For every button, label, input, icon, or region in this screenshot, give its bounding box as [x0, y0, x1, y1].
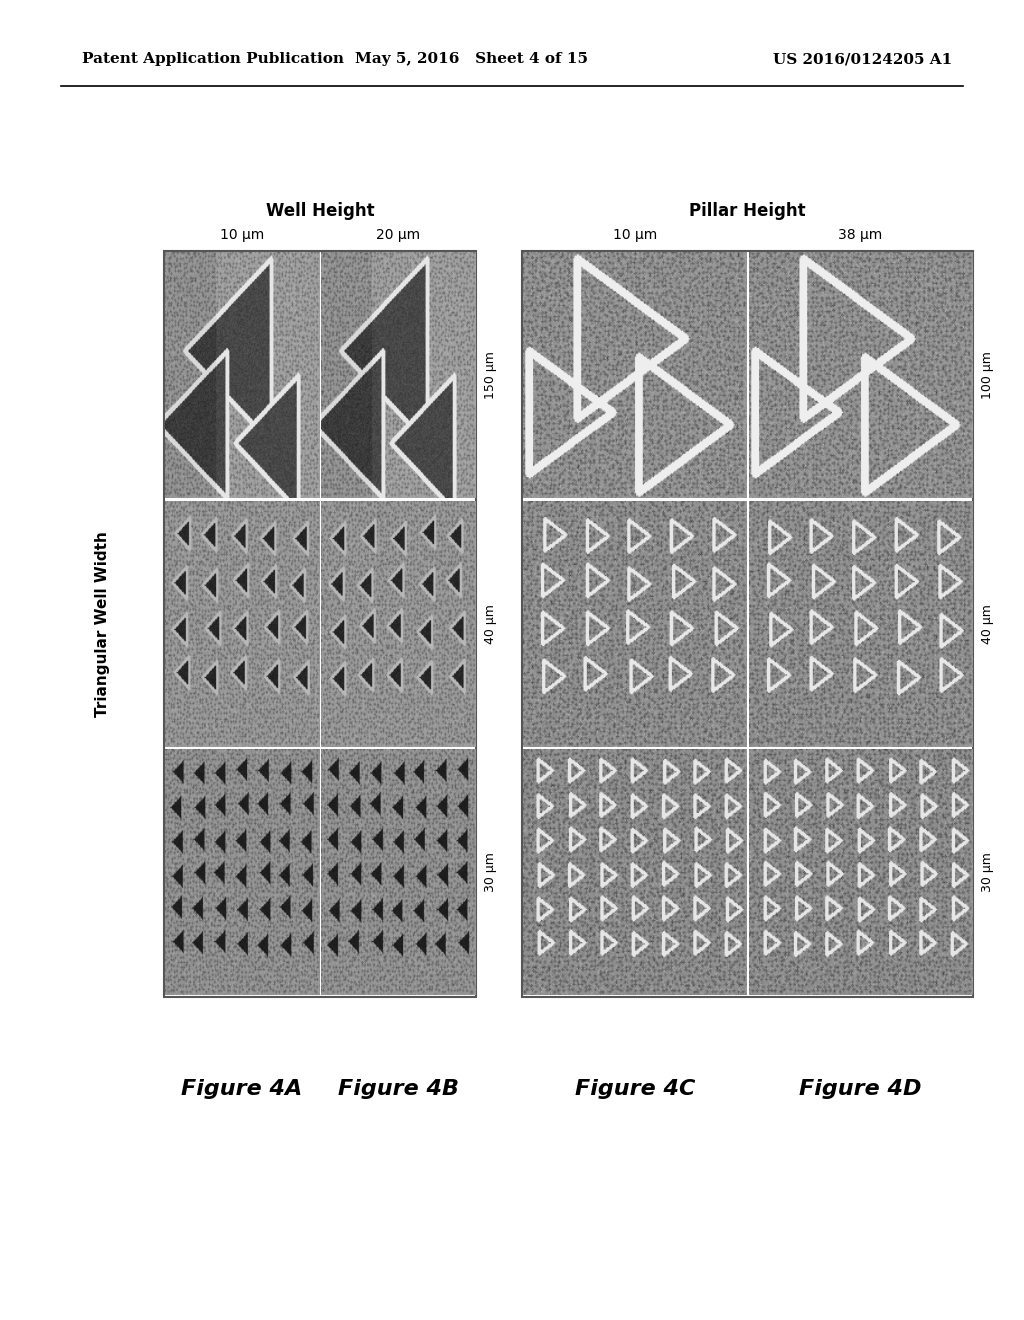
Text: Triangular Pillar Width: Triangular Pillar Width: [459, 527, 473, 721]
Text: Pillar Height: Pillar Height: [689, 202, 806, 220]
Text: 38 μm: 38 μm: [838, 228, 883, 242]
Text: Figure 4A: Figure 4A: [181, 1078, 302, 1100]
Text: 40 μm: 40 μm: [981, 603, 994, 644]
Text: May 5, 2016   Sheet 4 of 15: May 5, 2016 Sheet 4 of 15: [354, 53, 588, 66]
Text: Figure 4D: Figure 4D: [799, 1078, 922, 1100]
Text: 10 μm: 10 μm: [220, 228, 264, 242]
Text: 30 μm: 30 μm: [981, 853, 994, 892]
Text: Figure 4C: Figure 4C: [574, 1078, 695, 1100]
Bar: [522, 251, 973, 997]
Text: 10 μm: 10 μm: [612, 228, 657, 242]
Text: Figure 4B: Figure 4B: [338, 1078, 459, 1100]
Text: 30 μm: 30 μm: [484, 853, 498, 892]
Text: Patent Application Publication: Patent Application Publication: [82, 53, 344, 66]
Text: 100 μm: 100 μm: [981, 351, 994, 399]
Text: Triangular Well Width: Triangular Well Width: [95, 531, 110, 717]
Text: 40 μm: 40 μm: [484, 603, 498, 644]
Bar: [164, 251, 476, 997]
Text: Well Height: Well Height: [265, 202, 375, 220]
Text: 150 μm: 150 μm: [484, 351, 498, 399]
Text: 20 μm: 20 μm: [376, 228, 420, 242]
Text: US 2016/0124205 A1: US 2016/0124205 A1: [773, 53, 952, 66]
